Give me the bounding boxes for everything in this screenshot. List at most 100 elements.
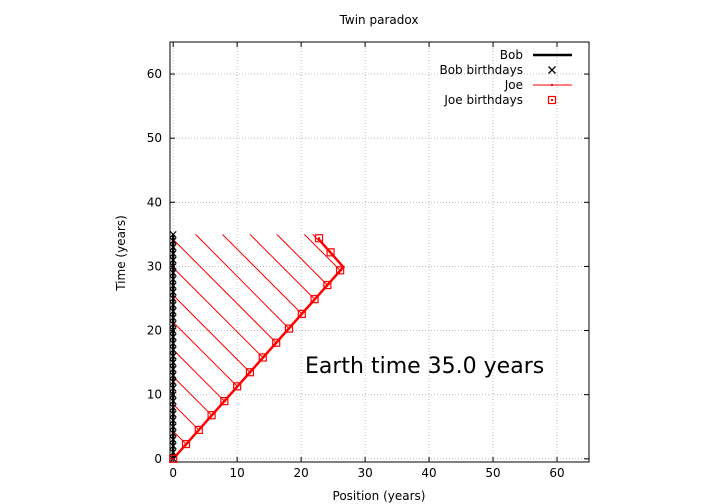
light-signal-line xyxy=(172,349,225,402)
bob-birthday-marker xyxy=(169,256,177,264)
joe-birthday-marker-dot xyxy=(275,341,278,344)
joe-birthday-marker xyxy=(297,309,306,318)
bob-birthday-marker xyxy=(169,230,177,238)
joe-birthday-marker-dot xyxy=(318,237,321,240)
light-signal-line xyxy=(172,430,187,445)
bob-birthday-marker xyxy=(169,359,177,367)
bob-birthday-marker xyxy=(169,423,177,431)
bob-birthday-marker xyxy=(169,295,177,302)
joe-birthday-marker-dot xyxy=(287,327,290,330)
bob-birthday-marker xyxy=(169,352,177,360)
joe-birthday-marker xyxy=(207,411,216,420)
joe-birthday-marker xyxy=(284,324,294,333)
bob-birthday-marker xyxy=(169,288,177,296)
joe-birthday-marker-dot xyxy=(210,414,213,417)
y-tick-label: 50 xyxy=(147,131,162,145)
y-tick-label: 10 xyxy=(147,388,162,402)
light-signal-line xyxy=(172,239,277,344)
bob-birthday-marker xyxy=(169,243,177,251)
joe-birthday-marker xyxy=(314,234,324,243)
legend-swatch-joe-dot xyxy=(551,84,553,86)
bob-birthday-marker xyxy=(169,410,177,418)
bob-birthday-marker xyxy=(169,301,177,309)
light-signal-line xyxy=(195,234,290,329)
plot-frame xyxy=(169,41,590,463)
light-signal-line xyxy=(249,234,315,300)
bob-birthday-marker xyxy=(169,416,177,424)
joe-birthday-marker-dot xyxy=(197,428,200,431)
light-signal-line xyxy=(172,376,212,416)
joe-birthday-marker-dot xyxy=(223,400,226,403)
joe-birthday-marker-dot xyxy=(313,298,316,301)
x-tick-label: 20 xyxy=(293,466,308,480)
y-axis-label: Time (years) xyxy=(114,215,128,292)
y-tick-label: 0 xyxy=(154,452,162,466)
chart-title: Twin paradox xyxy=(339,13,419,27)
bob-birthday-marker xyxy=(169,307,177,315)
x-tick-label: 60 xyxy=(549,466,564,480)
bob-birthday-marker xyxy=(169,320,177,328)
joe-birthday-marker-dot xyxy=(339,269,342,272)
bob-birthday-marker xyxy=(169,436,177,443)
x-tick-label: 10 xyxy=(230,466,245,480)
y-tick-label: 60 xyxy=(147,67,162,81)
joe-birthday-marker xyxy=(326,248,335,257)
joe-birthday-marker xyxy=(258,353,267,362)
joe-birthday-marker-dot xyxy=(236,385,239,388)
bob-birthday-marker xyxy=(169,263,177,270)
bob-birthday-marker xyxy=(169,429,177,437)
earth-time-annotation: Earth time 35.0 years xyxy=(305,354,544,379)
light-signal-line xyxy=(172,321,238,387)
legend-swatch-joe-birthdays xyxy=(547,95,557,105)
bob-birthday-marker xyxy=(169,372,177,379)
joe-birthday-marker-dot xyxy=(300,312,303,315)
bob-birthday-marker xyxy=(169,269,177,277)
legend-label: Bob xyxy=(500,48,523,62)
joe-birthday-marker-dot xyxy=(326,284,329,287)
y-tick-label: 30 xyxy=(147,259,162,273)
joe-birthday-marker-dot xyxy=(184,443,187,446)
legend-label: Joe birthdays xyxy=(443,93,523,107)
plot-area xyxy=(169,230,346,463)
light-signal-line xyxy=(222,234,303,315)
bob-birthday-marker xyxy=(169,404,177,411)
bob-birthday-marker xyxy=(169,384,177,392)
joe-birthday-marker xyxy=(323,280,332,290)
joe-birthday-marker xyxy=(220,396,229,406)
joe-birthday-marker xyxy=(169,454,178,463)
bob-birthday-marker xyxy=(169,346,177,354)
axes: 0 10 20 30 40 50 60 0 10 20 30 40 50 60 xyxy=(147,41,590,480)
bob-birthday-marker xyxy=(169,378,177,386)
bob-birthday-marker xyxy=(169,365,177,373)
legend-swatch-joe-birthdays-dot xyxy=(551,99,553,101)
bob-birthday-marker xyxy=(169,391,177,399)
bob-birthday-marker xyxy=(169,275,177,283)
bob-birthday-marker xyxy=(169,282,177,290)
joe-birthday-marker xyxy=(233,382,242,391)
legend-label: Bob birthdays xyxy=(439,63,523,77)
joe-birthday-marker-dot xyxy=(172,457,175,460)
light-signal-line xyxy=(172,267,264,358)
light-signal-line xyxy=(172,403,200,431)
light-signal-line xyxy=(172,294,251,373)
joe-birthday-marker-dot xyxy=(261,356,264,359)
joe-birthday-marker xyxy=(181,439,191,449)
x-tick-label: 50 xyxy=(485,466,500,480)
y-tick-label: 40 xyxy=(147,195,162,209)
bob-birthday-marker xyxy=(169,250,177,258)
legend-label: Joe xyxy=(504,78,523,92)
joe-birthday-marker-dot xyxy=(248,371,251,374)
bob-birthday-marker xyxy=(169,314,177,322)
legend-swatch-bob-birthdays xyxy=(548,66,556,74)
bob-birthday-marker xyxy=(169,339,177,347)
joe-birthday-marker-dot xyxy=(329,251,332,254)
bob-birthday-marker xyxy=(169,448,177,456)
y-tick-label: 20 xyxy=(147,324,162,338)
joe-birthday-marker xyxy=(272,338,281,347)
joe-birthday-marker xyxy=(336,266,345,275)
grid xyxy=(170,42,589,462)
bob-birthday-marker xyxy=(169,333,177,341)
bob-birthday-marker xyxy=(169,237,177,245)
